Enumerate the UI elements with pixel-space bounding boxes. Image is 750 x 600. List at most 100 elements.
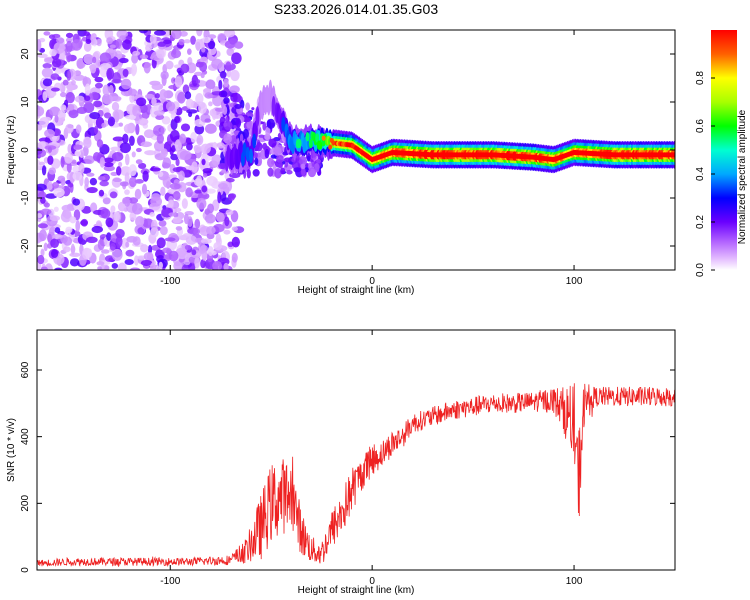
spectrogram-cell [226, 47, 235, 57]
spectrogram-cell [37, 254, 45, 265]
spectrogram-cell [129, 267, 141, 270]
spectrogram-cell [69, 216, 77, 224]
spectrogram-cell [83, 53, 94, 65]
spectrogram-cell [207, 40, 216, 50]
spectrogram-cell [270, 154, 277, 159]
spectrogram-cell [113, 211, 121, 222]
spectrogram-cell [202, 173, 208, 178]
spectrogram-cell [151, 97, 157, 106]
spectrogram-cell [145, 44, 152, 52]
spectrogram-cell [200, 259, 206, 269]
spectrogram-cell [65, 123, 74, 134]
spectrogram-cell [41, 67, 53, 78]
spectrogram-cell [74, 95, 85, 103]
spectrogram-cell [149, 262, 156, 270]
spectrogram-cell [76, 59, 84, 69]
spectrogram-cell [61, 204, 73, 212]
spectrogram-cell [128, 135, 135, 146]
spectrogram-cell [38, 229, 47, 242]
spectrogram-y-tick-label: 0 [20, 147, 31, 153]
spectrogram-cell [264, 133, 271, 141]
spectrogram-cell [67, 183, 74, 188]
spectrogram-cell [65, 37, 73, 43]
spectrogram-cell [37, 124, 43, 131]
spectrogram-cell [207, 34, 217, 39]
spectrogram-cell [78, 162, 85, 174]
spectrogram-cell [66, 104, 75, 111]
spectrogram-cell [228, 193, 236, 201]
spectrogram-cell [267, 157, 275, 168]
spectrogram-cell [131, 202, 143, 215]
spectrogram-cell [118, 122, 124, 127]
spectrogram-cell [124, 259, 134, 266]
snr-y-ticks: 0 200 400 600 [20, 361, 675, 573]
spectrogram-cell [268, 138, 277, 148]
spectrogram-cell [85, 38, 92, 45]
spectrogram-cell [200, 72, 205, 79]
spectrogram-cell [158, 219, 167, 227]
spectrogram-cell [194, 218, 201, 230]
spectrogram-cell [164, 237, 176, 242]
spectrogram-cell [50, 87, 60, 92]
spectrogram-cell [185, 137, 192, 144]
spectrogram-cell [63, 246, 71, 253]
spectrogram-cell [109, 243, 116, 251]
spectrogram-ridge-cell [297, 138, 302, 149]
spectrogram-cell [213, 242, 222, 251]
spectrogram-cell [244, 117, 251, 123]
spectrogram-cell [160, 148, 168, 158]
spectrogram-cell [150, 196, 163, 207]
spectrogram-cell [43, 242, 48, 252]
spectrogram-cell [140, 141, 153, 148]
spectrogram-cell [175, 158, 180, 167]
spectrogram-cell [187, 216, 193, 228]
spectrogram-cell [196, 134, 204, 146]
spectrogram-cell [223, 229, 231, 235]
spectrogram-cell [105, 217, 114, 228]
spectrogram-cell [38, 161, 45, 166]
spectrogram-cell [54, 227, 61, 234]
spectrogram-cell [198, 101, 208, 114]
colorbar-tick-label: 0.6 [695, 119, 706, 133]
spectrogram-cell [72, 198, 81, 206]
spectrogram-cell [225, 177, 235, 183]
spectrogram-cell [231, 52, 242, 65]
spectrogram-cell [204, 213, 216, 224]
spectrogram-cell [175, 226, 183, 231]
spectrogram-cell [274, 168, 282, 179]
spectrogram-cell [68, 109, 79, 119]
spectrogram-cell [119, 142, 131, 154]
spectrogram-cell [212, 223, 225, 233]
spectrogram-cell [50, 226, 56, 231]
spectrogram-cell [125, 249, 135, 257]
spectrogram-cell [111, 248, 123, 261]
spectrogram-cell [234, 41, 244, 49]
spectrogram-cell [223, 78, 229, 88]
spectrogram-cell [131, 151, 136, 158]
spectrogram-cell [57, 175, 66, 182]
spectrogram-cell [161, 73, 167, 86]
spectrogram-cell [175, 247, 187, 257]
spectrogram-cell [170, 49, 182, 59]
spectrogram-cell [252, 169, 260, 177]
spectrogram-cell [96, 38, 102, 47]
spectrogram-cell [73, 144, 83, 150]
spectrogram-cell [112, 72, 121, 84]
spectrogram-cell [185, 98, 194, 109]
spectrogram-cell [40, 248, 45, 257]
spectrogram-cell [102, 197, 111, 205]
spectrogram-cell [200, 143, 211, 154]
spectrogram-cell [139, 104, 148, 114]
spectrogram-cell [86, 186, 98, 194]
spectrogram-cell [204, 118, 211, 123]
spectrogram-cell [188, 111, 193, 118]
spectrogram-cell [65, 32, 74, 38]
spectrogram-cell [201, 185, 208, 193]
spectrogram-cell [154, 30, 166, 36]
spectrogram-cell [181, 264, 189, 270]
spectrogram-cell [224, 216, 230, 227]
spectrogram-cell [76, 106, 88, 115]
spectrogram-cell [116, 166, 122, 176]
spectrogram-cell [38, 191, 47, 199]
spectrogram-cell [140, 244, 149, 253]
